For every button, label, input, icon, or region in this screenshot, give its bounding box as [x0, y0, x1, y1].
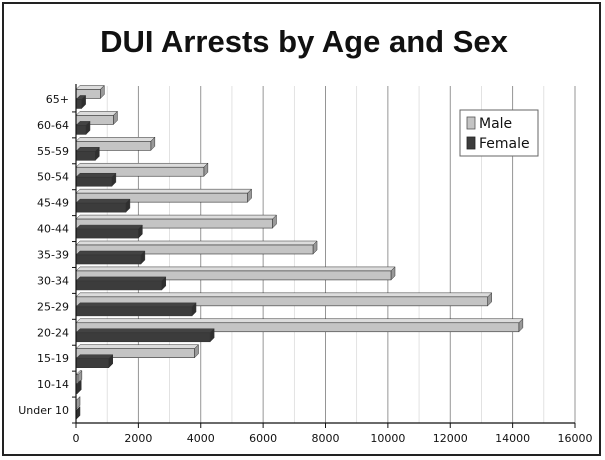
- y-tick-label: 10-14: [37, 378, 69, 391]
- bar-male: [75, 240, 318, 255]
- bar-male: [75, 214, 278, 229]
- bar-front-face: [75, 151, 96, 161]
- x-tick-label: 8000: [312, 432, 340, 445]
- bar-female: [75, 328, 215, 343]
- x-tick-label: 6000: [249, 432, 277, 445]
- legend: Male Female: [459, 109, 539, 157]
- x-axis-tick-labels: 0 2000 4000 6000 8000 10000 12000 14000 16000: [73, 432, 593, 445]
- bar-male: [75, 266, 396, 281]
- bars: [75, 84, 524, 421]
- bar-front-face: [75, 254, 142, 265]
- bar-female: [75, 250, 146, 265]
- bar-top-face: [75, 328, 215, 334]
- bar-front-face: [75, 125, 87, 135]
- y-tick-label: 25-29: [37, 300, 69, 313]
- bar-front-face: [75, 280, 163, 291]
- bar-front-face: [75, 306, 193, 317]
- x-tick-label: 4000: [187, 432, 215, 445]
- y-tick-label: 50-54: [37, 171, 69, 184]
- x-tick-label: 12000: [433, 432, 468, 445]
- bar-female: [75, 354, 114, 369]
- bar-top-face: [75, 137, 156, 142]
- x-tick-label: 0: [73, 432, 80, 445]
- bar-female: [75, 172, 117, 187]
- y-tick-label: 65+: [46, 93, 69, 106]
- bar-top-face: [75, 240, 318, 246]
- legend-label-female: Female: [479, 136, 530, 152]
- axes: [72, 84, 576, 428]
- bar-front-face: [75, 176, 113, 187]
- bar-female: [75, 224, 143, 239]
- y-tick-label: 15-19: [37, 352, 69, 365]
- bar-top-face: [75, 292, 493, 298]
- bar-female: [75, 198, 131, 213]
- bar-female: [75, 302, 197, 317]
- bar-male: [75, 84, 105, 100]
- bar-top-face: [75, 354, 114, 359]
- bar-top-face: [75, 302, 197, 308]
- bar-front-face: [75, 202, 127, 213]
- y-tick-label: 45-49: [37, 197, 69, 210]
- y-axis-tick-labels: 65+ 60-64 55-59 50-54 45-49 40-44 35-39 30-34 25…: [18, 93, 69, 417]
- bar-female: [75, 276, 167, 291]
- y-tick-label: 55-59: [37, 145, 69, 158]
- x-tick-label: 16000: [558, 432, 593, 445]
- bar-top-face: [75, 266, 396, 272]
- bar-front-face: [75, 99, 82, 109]
- bar-top-face: [75, 85, 105, 90]
- bar-female: [75, 146, 100, 161]
- bar-top-face: [75, 162, 209, 168]
- legend-label-male: Male: [479, 116, 512, 132]
- bar-top-face: [75, 172, 117, 178]
- x-tick-label: 10000: [370, 432, 405, 445]
- bar-male: [75, 136, 156, 151]
- bar-female: [75, 380, 82, 395]
- bar-front-face: [75, 358, 110, 368]
- y-tick-label: 20-24: [37, 326, 69, 339]
- x-tick-label: 14000: [495, 432, 530, 445]
- y-tick-label: 35-39: [37, 249, 69, 262]
- bar-top-face: [75, 344, 200, 349]
- bar-top-face: [75, 198, 131, 204]
- bar-top-face: [75, 214, 278, 220]
- chart-title: DUI Arrests by Age and Sex: [100, 24, 508, 59]
- x-tick-label: 2000: [124, 432, 152, 445]
- bar-male: [75, 188, 253, 203]
- bar-top-face: [75, 111, 119, 116]
- y-tick-label: 40-44: [37, 223, 69, 236]
- bar-top-face: [75, 250, 146, 256]
- bar-top-face: [75, 276, 167, 282]
- bar-top-face: [75, 318, 524, 324]
- bar-male: [75, 110, 119, 125]
- y-tick-label: 60-64: [37, 119, 69, 132]
- bar-top-face: [75, 188, 253, 194]
- bar-female: [75, 120, 91, 135]
- bar-front-face: [75, 332, 211, 343]
- legend-swatch-female: [466, 136, 476, 150]
- bar-top-face: [75, 224, 143, 230]
- bar-front-face: [75, 228, 139, 239]
- legend-swatch-male: [466, 116, 476, 130]
- y-tick-label: Under 10: [18, 404, 69, 417]
- bar-male: [75, 162, 209, 177]
- y-tick-label: 30-34: [37, 274, 69, 287]
